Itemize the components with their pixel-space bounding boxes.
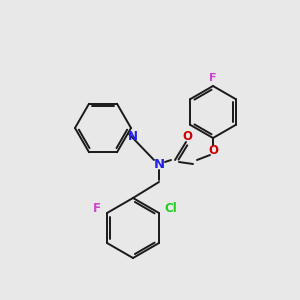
Text: N: N — [128, 130, 138, 142]
Text: F: F — [209, 73, 217, 83]
Text: O: O — [208, 143, 218, 157]
Text: O: O — [182, 130, 192, 142]
Text: N: N — [153, 158, 165, 170]
Text: F: F — [93, 202, 101, 215]
Text: Cl: Cl — [165, 202, 177, 215]
